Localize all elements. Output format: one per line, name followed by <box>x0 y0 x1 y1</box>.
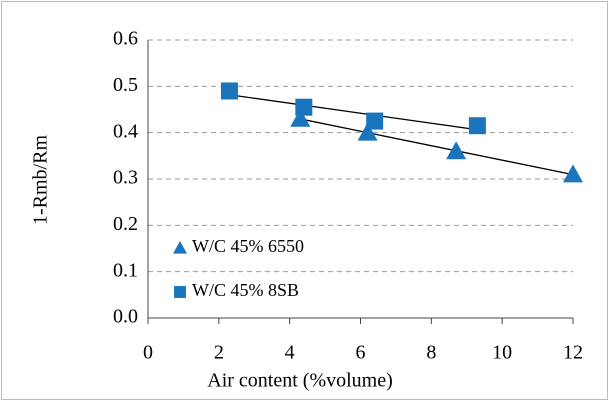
trendline <box>229 94 478 131</box>
triangle-marker <box>357 122 378 141</box>
y-tick-label: 0.0 <box>113 306 138 328</box>
legend-label: W/C 45% 8SB <box>192 280 299 300</box>
x-tick-label: 12 <box>563 342 583 364</box>
square-marker <box>366 112 384 130</box>
x-axis-label: Air content (%volume) <box>207 370 393 392</box>
y-tick-label: 0.4 <box>113 120 138 142</box>
triangle-marker <box>446 141 467 160</box>
y-axis-label: 1-Rmb/Rm <box>30 135 52 225</box>
x-tick-label: 2 <box>214 342 224 364</box>
square-marker <box>295 98 313 116</box>
x-tick-label: 6 <box>356 342 366 364</box>
y-tick-label: 0.5 <box>113 74 138 96</box>
y-tick-label: 0.3 <box>113 167 138 189</box>
square-marker <box>220 82 238 100</box>
x-tick-label: 8 <box>426 342 436 364</box>
y-tick-label: 0.6 <box>113 28 138 50</box>
y-tick-label: 0.2 <box>113 213 138 235</box>
x-tick-label: 0 <box>143 342 153 364</box>
triangle-marker <box>563 164 583 183</box>
y-tick-label: 0.1 <box>113 259 138 281</box>
triangle-marker <box>173 241 187 254</box>
triangle-marker <box>290 108 311 127</box>
square-marker <box>174 286 186 298</box>
legend-label: W/C 45% 6550 <box>192 236 304 256</box>
trendline <box>300 118 574 176</box>
x-tick-label: 10 <box>492 342 512 364</box>
x-tick-label: 4 <box>285 342 295 364</box>
square-marker <box>468 117 486 135</box>
